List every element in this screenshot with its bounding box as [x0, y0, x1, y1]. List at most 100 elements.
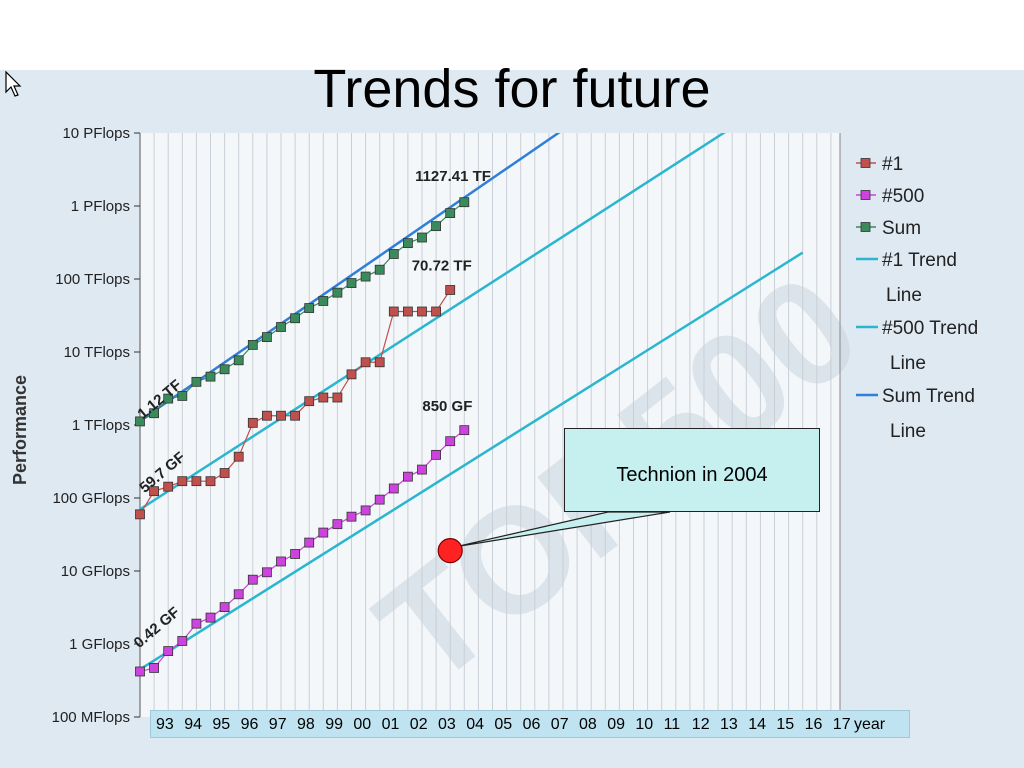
y-tick-label: 100 MFlops: [52, 709, 130, 726]
data-point: [445, 208, 456, 218]
data-point: [177, 636, 188, 646]
data-point: [177, 476, 188, 487]
data-point: [247, 340, 258, 350]
year-tick-label: 99: [325, 716, 343, 733]
legend-swatch-marker: [860, 222, 871, 232]
data-point: [191, 376, 202, 387]
year-tick-label: 95: [212, 716, 231, 733]
data-point: [445, 285, 456, 295]
legend-label: #1: [882, 154, 903, 175]
data-point: [459, 425, 470, 436]
data-point: [177, 391, 188, 401]
y-tick-label: 1 PFlops: [71, 198, 130, 215]
year-tick-label: 93: [156, 716, 174, 733]
year-tick-label: 10: [635, 716, 654, 733]
mouse-pointer-icon: [5, 70, 22, 97]
data-point: [431, 449, 442, 460]
data-point: [149, 408, 160, 419]
data-point: [163, 393, 174, 404]
data-point: [374, 264, 385, 275]
year-tick-label: 16: [804, 716, 823, 733]
legend-label-line2: Line: [890, 353, 926, 374]
data-point: [205, 612, 216, 623]
year-tick-label: 03: [438, 716, 456, 733]
legend-label: #1 Trend: [882, 250, 957, 271]
callout-text: Technion in 2004: [616, 464, 768, 486]
data-point: [346, 369, 357, 380]
data-point: [290, 549, 301, 559]
data-point: [445, 436, 456, 447]
data-point: [431, 306, 442, 317]
data-point: [135, 509, 145, 520]
data-point: [332, 287, 343, 298]
data-annotation: 850 GF: [422, 398, 472, 415]
data-point: [360, 357, 371, 368]
legend-label: Sum: [882, 218, 921, 239]
data-point: [459, 197, 470, 208]
y-tick-label: 1 TFlops: [72, 417, 130, 434]
year-tick-label: 08: [579, 716, 597, 733]
data-point: [402, 471, 413, 482]
data-point: [318, 392, 329, 403]
data-point: [402, 238, 413, 249]
data-point: [318, 296, 329, 306]
y-axis-label: Performance: [10, 375, 30, 485]
data-point: [233, 589, 244, 600]
year-tick-label: 17: [832, 716, 851, 733]
data-point: [247, 574, 258, 585]
data-point: [346, 511, 357, 522]
y-tick-label: 10 GFlops: [61, 563, 130, 580]
year-tick-label: 14: [748, 716, 766, 733]
data-point: [304, 396, 315, 407]
data-point: [205, 476, 216, 487]
technion-callout: Technion in 2004: [564, 428, 820, 512]
data-point: [304, 537, 315, 548]
data-point: [417, 464, 427, 475]
data-point: [290, 410, 301, 421]
data-annotation: 70.72 TF: [412, 258, 472, 275]
year-tick-label: 04: [466, 716, 484, 733]
year-tick-label: 09: [607, 716, 625, 733]
data-point: [219, 468, 230, 478]
year-tick-label: 02: [409, 716, 428, 733]
data-point: [261, 332, 272, 342]
data-point: [431, 221, 442, 232]
data-point: [135, 416, 145, 427]
year-tick-label: 06: [522, 716, 541, 733]
data-point: [191, 476, 202, 487]
year-axis-bar: 93 94 95 96 97 98 99 00 01 02 03 04 05 06 07 08 09 10 11 12…: [150, 710, 910, 738]
data-point: [191, 618, 202, 629]
data-point: [388, 249, 399, 259]
data-point: [388, 306, 399, 317]
data-point: [219, 364, 230, 375]
data-point: [304, 303, 315, 313]
data-point: [346, 278, 357, 288]
year-tick-label: 07: [550, 716, 569, 733]
technion-point: [437, 538, 463, 564]
year-tick-label: 15: [776, 716, 795, 733]
year-tick-label: 00: [353, 716, 372, 733]
data-point: [149, 486, 160, 497]
data-point: [233, 355, 244, 366]
year-tick-label: 13: [720, 716, 738, 733]
data-point: [233, 451, 244, 462]
data-point: [149, 663, 160, 673]
y-tick-label: 1 GFlops: [69, 636, 130, 653]
year-tick-label: 97: [268, 716, 287, 733]
data-point: [163, 481, 174, 492]
y-tick-label: 10 TFlops: [64, 344, 130, 361]
year-tick-label: 05: [494, 716, 513, 733]
legend-label: Sum Trend: [882, 386, 975, 407]
data-point: [388, 483, 399, 494]
data-point: [276, 556, 286, 567]
trend-line: [140, 133, 726, 511]
data-point: [417, 232, 427, 243]
trend-line: [140, 251, 804, 671]
data-point: [276, 322, 286, 332]
year-tick-label: 11: [663, 716, 681, 733]
legend-label: #500 Trend: [882, 318, 978, 339]
data-point: [374, 494, 385, 505]
data-annotation: 1127.41 TF: [415, 168, 491, 185]
data-point: [135, 666, 145, 677]
